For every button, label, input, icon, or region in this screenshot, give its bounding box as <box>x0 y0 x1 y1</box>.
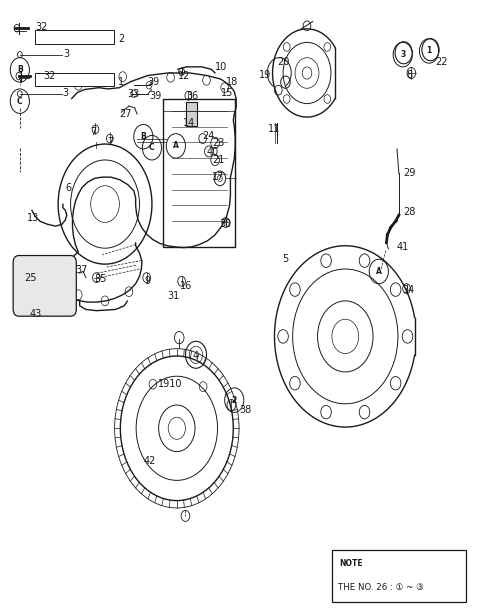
Text: 28: 28 <box>404 207 416 217</box>
Text: 43: 43 <box>29 309 42 319</box>
Text: 1910: 1910 <box>157 379 182 389</box>
FancyBboxPatch shape <box>186 103 197 126</box>
Text: C: C <box>149 143 155 152</box>
Text: 1: 1 <box>426 47 432 55</box>
Text: 36: 36 <box>186 91 199 101</box>
Text: 41: 41 <box>397 242 409 252</box>
Text: 20: 20 <box>277 57 290 67</box>
Text: B: B <box>17 66 23 74</box>
Text: 21: 21 <box>212 155 225 165</box>
FancyBboxPatch shape <box>13 255 76 316</box>
Text: 5: 5 <box>282 254 288 264</box>
Text: 14: 14 <box>182 119 195 128</box>
Text: NOTE: NOTE <box>339 559 363 569</box>
Text: THE NO. 26 : ① ~ ③: THE NO. 26 : ① ~ ③ <box>338 583 424 593</box>
Text: 23: 23 <box>212 138 225 148</box>
Text: A: A <box>173 141 179 150</box>
Text: B: B <box>141 132 146 141</box>
Text: 39: 39 <box>147 77 159 87</box>
FancyBboxPatch shape <box>35 73 114 87</box>
Text: 31: 31 <box>167 291 180 301</box>
Text: 10: 10 <box>215 62 228 72</box>
Text: 42: 42 <box>144 456 156 467</box>
FancyBboxPatch shape <box>332 550 467 602</box>
Text: 27: 27 <box>120 109 132 119</box>
Text: 16: 16 <box>180 281 192 290</box>
Text: 37: 37 <box>75 265 87 275</box>
Text: 34: 34 <box>403 285 415 295</box>
Text: 7: 7 <box>90 127 96 137</box>
Text: C: C <box>17 96 23 106</box>
Text: 12: 12 <box>178 71 190 81</box>
Text: 6: 6 <box>65 183 72 193</box>
Text: 35: 35 <box>95 274 107 284</box>
Text: 19: 19 <box>259 71 271 80</box>
Text: 11: 11 <box>268 125 280 134</box>
Text: 3: 3 <box>63 49 69 59</box>
Text: 3: 3 <box>400 50 405 59</box>
Text: 13: 13 <box>27 213 39 223</box>
Text: 29: 29 <box>404 168 416 179</box>
Text: 39: 39 <box>149 91 161 101</box>
Text: 4: 4 <box>192 351 198 361</box>
Text: 3: 3 <box>62 88 68 98</box>
Text: 9: 9 <box>144 276 150 286</box>
Text: 38: 38 <box>239 405 252 415</box>
Text: 2: 2 <box>118 34 124 44</box>
Text: 32: 32 <box>35 22 48 32</box>
Text: 22: 22 <box>435 57 448 67</box>
Text: 40: 40 <box>206 147 219 157</box>
Text: 7: 7 <box>107 137 113 147</box>
Text: A: A <box>376 267 382 276</box>
Text: 15: 15 <box>221 88 233 98</box>
Text: 8: 8 <box>407 71 413 80</box>
Text: 17: 17 <box>212 172 225 182</box>
Text: 25: 25 <box>24 273 37 282</box>
Text: 1: 1 <box>118 77 124 87</box>
Text: 33: 33 <box>128 89 140 99</box>
Text: 18: 18 <box>226 77 238 87</box>
Text: 30: 30 <box>219 219 231 229</box>
Text: 2: 2 <box>232 395 237 405</box>
Text: 24: 24 <box>203 131 215 141</box>
FancyBboxPatch shape <box>35 30 114 44</box>
Text: 32: 32 <box>44 71 56 81</box>
